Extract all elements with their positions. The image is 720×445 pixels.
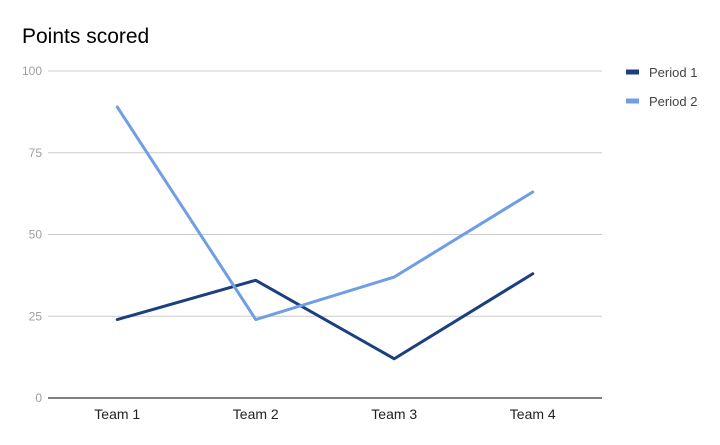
legend: Period 1 Period 2 (626, 65, 697, 109)
y-tick-label: 75 (29, 146, 43, 160)
legend-label: Period 1 (649, 65, 697, 80)
chart-title: Points scored (22, 25, 149, 48)
y-tick-label: 50 (29, 228, 43, 242)
x-tick-label: Team 4 (510, 406, 556, 422)
gridlines (48, 70, 602, 399)
series-lines (115, 105, 535, 361)
y-tick-label: 0 (35, 391, 42, 405)
x-axis-ticks: Team 1 Team 2 Team 3 Team 4 (94, 406, 556, 422)
series-line-2 (115, 105, 535, 322)
legend-label: Period 2 (649, 94, 697, 109)
y-tick-label: 100 (22, 64, 42, 78)
series-line-1 (115, 272, 535, 361)
y-axis-ticks: 0 25 50 75 100 (22, 64, 42, 405)
y-tick-label: 25 (29, 309, 43, 323)
x-tick-label: Team 3 (371, 406, 417, 422)
x-tick-label: Team 1 (94, 406, 140, 422)
x-tick-label: Team 2 (233, 406, 279, 422)
